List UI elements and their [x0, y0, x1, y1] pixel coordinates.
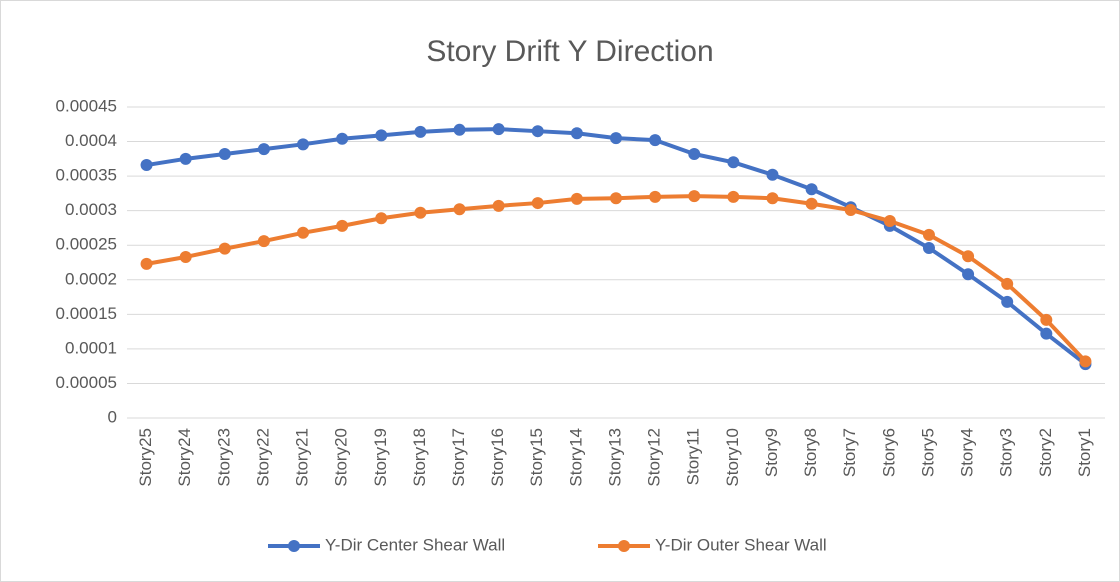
point [805, 183, 818, 196]
point [218, 147, 231, 160]
x-tick-label: Story8 [801, 428, 820, 477]
y-tick-label: 0.00005 [56, 373, 117, 392]
point [1001, 295, 1014, 308]
point [257, 143, 270, 156]
x-tick-label: Story19 [371, 428, 390, 487]
y-tick-label: 0.0001 [65, 338, 117, 357]
x-tick-label: Story12 [645, 428, 664, 487]
point [492, 199, 505, 212]
point [453, 123, 466, 136]
point [375, 129, 388, 142]
point [257, 235, 270, 248]
point [570, 127, 583, 140]
x-tick-label: Story23 [214, 428, 233, 487]
y-tick-label: 0.00045 [56, 96, 117, 115]
point [492, 123, 505, 136]
y-tick-label: 0.0003 [65, 200, 117, 219]
point [727, 156, 740, 169]
point [922, 228, 935, 241]
x-tick-label: Story13 [605, 428, 624, 487]
x-tick-label: Story16 [488, 428, 507, 487]
point [531, 197, 544, 210]
legend-label: Y-Dir Outer Shear Wall [655, 535, 827, 554]
point [688, 190, 701, 203]
point [336, 219, 349, 232]
point [453, 203, 466, 216]
point [375, 212, 388, 225]
x-tick-label: Story14 [566, 428, 585, 487]
x-tick-label: Story15 [527, 428, 546, 487]
point [218, 242, 231, 255]
point [1001, 277, 1014, 290]
x-tick-label: Story17 [449, 428, 468, 487]
legend-marker [618, 540, 630, 552]
point [688, 147, 701, 160]
y-tick-label: 0.0004 [65, 131, 117, 150]
point [414, 206, 427, 219]
legend-label: Y-Dir Center Shear Wall [325, 535, 505, 554]
point [610, 192, 622, 205]
x-tick-label: Story20 [332, 428, 351, 487]
point [962, 268, 975, 281]
point [922, 241, 935, 254]
point [766, 168, 779, 181]
point [570, 192, 583, 205]
x-tick-label: Story21 [293, 428, 312, 487]
point [414, 125, 427, 138]
x-tick-label: Story5 [918, 428, 937, 477]
point [297, 226, 310, 239]
point [649, 190, 662, 203]
x-tick-label: Story22 [253, 428, 272, 487]
point [766, 192, 779, 205]
point [844, 203, 857, 216]
point [727, 190, 740, 203]
point [883, 215, 896, 228]
point [179, 250, 192, 263]
x-tick-label: Story7 [840, 428, 859, 477]
point [962, 250, 975, 263]
y-tick-label: 0 [108, 407, 117, 426]
x-tick-label: Story4 [958, 428, 977, 477]
point [297, 138, 310, 151]
x-tick-label: Story6 [879, 428, 898, 477]
point [140, 159, 153, 172]
point [649, 134, 662, 147]
point [805, 197, 818, 210]
legend-marker [288, 540, 300, 552]
x-tick-label: Story11 [684, 428, 703, 485]
point [610, 132, 622, 145]
point [531, 125, 544, 138]
point [336, 132, 349, 145]
point [1040, 327, 1053, 340]
y-tick-label: 0.00035 [56, 166, 117, 185]
x-tick-label: Story25 [136, 428, 155, 487]
x-tick-label: Story9 [762, 428, 781, 477]
point [1040, 313, 1053, 326]
x-tick-label: Story1 [1075, 428, 1094, 477]
point [1079, 355, 1092, 368]
point [179, 152, 192, 165]
y-tick-label: 0.00025 [56, 235, 117, 254]
x-tick-label: Story18 [410, 428, 429, 487]
y-tick-label: 0.0002 [65, 269, 117, 288]
x-tick-label: Story3 [997, 428, 1016, 477]
x-tick-label: Story2 [1036, 428, 1055, 477]
y-tick-label: 0.00015 [56, 304, 117, 323]
point [140, 257, 153, 270]
chart-title: Story Drift Y Direction [426, 35, 713, 68]
x-tick-label: Story24 [175, 428, 194, 487]
x-tick-label: Story10 [723, 428, 742, 487]
